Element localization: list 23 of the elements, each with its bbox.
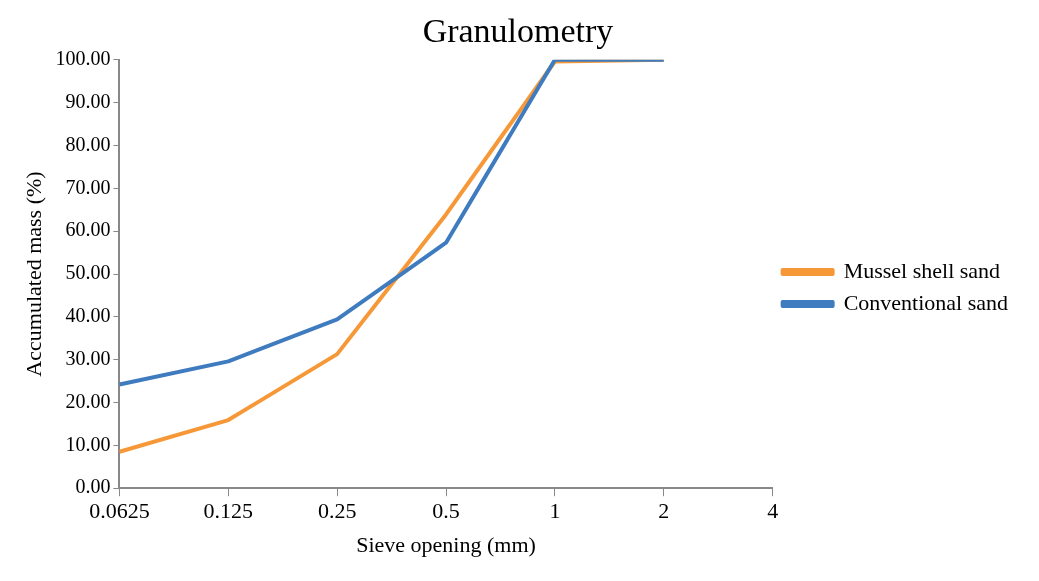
y-tick-label: 40.00 <box>65 304 111 327</box>
x-tick-label: 0.0625 <box>89 498 150 524</box>
y-tick-label: 30.00 <box>65 346 111 369</box>
y-tick-label: 50.00 <box>65 261 111 284</box>
x-tick-label: 0.125 <box>203 498 254 524</box>
legend-label: Conventional sand <box>843 289 1009 315</box>
y-tick-label: 100.00 <box>55 47 111 70</box>
x-axis-title: Sieve opening (mm) <box>356 531 536 557</box>
legend-label: Mussel shell sand <box>843 257 1001 283</box>
y-tick-label: 10.00 <box>65 432 111 455</box>
y-tick-label: 20.00 <box>65 389 111 412</box>
y-tick-label: 80.00 <box>65 132 111 155</box>
y-axis-title: Accumulated mass (%) <box>20 171 46 377</box>
y-tick-label: 60.00 <box>65 218 111 241</box>
y-tick-label: 70.00 <box>65 175 111 198</box>
y-tick-label: 90.00 <box>65 89 111 112</box>
chart-title: Granulometry <box>422 12 614 50</box>
x-tick-label: 0.25 <box>317 498 357 524</box>
x-tick-label: 4 <box>767 498 779 524</box>
x-tick-label: 2 <box>658 498 670 524</box>
y-tick-label: 0.00 <box>75 475 111 498</box>
x-tick-label: 1 <box>549 498 561 524</box>
x-tick-label: 0.5 <box>432 498 460 524</box>
